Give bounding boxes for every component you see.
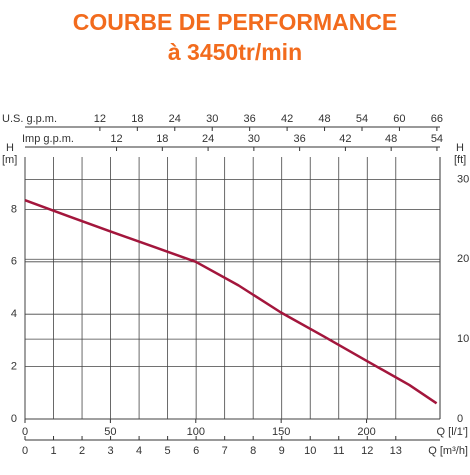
- top2-tick-label: 18: [156, 133, 168, 145]
- y2-tick-label: 10: [457, 333, 469, 345]
- x2-tick-label: 3: [108, 445, 114, 457]
- top1-tick-label: 36: [244, 113, 256, 125]
- x2-tick-label: 7: [222, 445, 228, 457]
- axis-label: H: [456, 142, 464, 154]
- top1-tick-label: 24: [169, 113, 181, 125]
- y-tick-label: 2: [11, 361, 17, 373]
- x2-tick-label: 11: [333, 445, 344, 457]
- x2-tick-label: 8: [250, 445, 256, 457]
- y-tick-label: 0: [11, 413, 17, 425]
- y2-tick-label: 30: [457, 173, 469, 185]
- top1-tick-label: 60: [393, 113, 405, 125]
- chart-subtitle: à 3450tr/min: [168, 39, 302, 65]
- top2-tick-label: 24: [202, 133, 214, 145]
- x-tick-label: 0: [22, 426, 28, 438]
- top2-tick-label: 30: [248, 133, 260, 145]
- x2-tick-label: 9: [279, 445, 285, 457]
- x2-tick-label: 13: [390, 445, 402, 457]
- y-tick-label: 6: [11, 256, 17, 268]
- axis-label: [m]: [2, 154, 17, 166]
- x2-tick-label: 10: [304, 445, 316, 457]
- y2-tick-label: 0: [457, 413, 463, 425]
- top2-tick-label: 54: [431, 133, 443, 145]
- top2-tick-label: 12: [110, 133, 122, 145]
- y-tick-label: 8: [11, 203, 17, 215]
- top1-tick-label: 30: [206, 113, 218, 125]
- x2-tick-label: 5: [165, 445, 171, 457]
- x2-tick-label: 1: [50, 445, 56, 457]
- top2-tick-label: 36: [294, 133, 306, 145]
- axis-label: H: [6, 142, 14, 154]
- x2-tick-label: 2: [79, 445, 85, 457]
- top2-tick-label: 48: [385, 133, 397, 145]
- y2-tick-label: 20: [457, 253, 469, 265]
- y-tick-label: 4: [11, 308, 17, 320]
- top1-tick-label: 48: [318, 113, 330, 125]
- axis-label: Q [l/1']: [437, 426, 468, 438]
- top2-tick-label: 42: [339, 133, 351, 145]
- x2-tick-label: 6: [193, 445, 199, 457]
- axis-label: Imp g.p.m.: [22, 133, 74, 145]
- axis-label: [ft]: [454, 154, 466, 166]
- chart-title: COURBE DE PERFORMANCE: [73, 9, 398, 35]
- x-tick-label: 200: [357, 426, 375, 438]
- axis-label: U.S. g.p.m.: [2, 113, 57, 125]
- axis-label: Q [m³/h]: [428, 445, 468, 457]
- x2-tick-label: 12: [361, 445, 373, 457]
- top1-tick-label: 12: [94, 113, 106, 125]
- x-tick-label: 50: [104, 426, 116, 438]
- performance-curve: [24, 199, 438, 405]
- x2-tick-label: 4: [136, 445, 142, 457]
- x-tick-label: 100: [187, 426, 205, 438]
- x-tick-label: 150: [272, 426, 290, 438]
- top1-tick-label: 42: [281, 113, 293, 125]
- x2-tick-label: 0: [22, 445, 28, 457]
- top1-tick-label: 54: [356, 113, 368, 125]
- top1-tick-label: 18: [131, 113, 143, 125]
- top1-tick-label: 66: [431, 113, 443, 125]
